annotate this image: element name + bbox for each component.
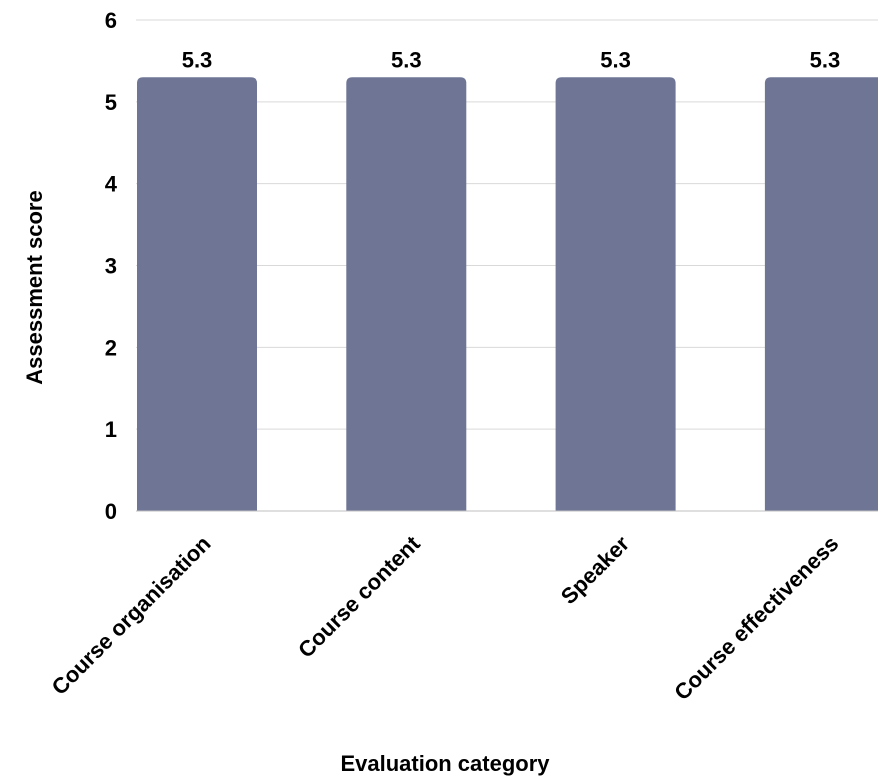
y-tick-label: 4 — [105, 172, 118, 197]
data-label: 5.3 — [391, 47, 422, 72]
x-tick-label: Course organisation — [47, 531, 216, 700]
y-axis-title: Assessment score — [22, 190, 47, 384]
data-labels: 5.3 5.3 5.3 5.3 — [182, 47, 840, 72]
y-tick-label: 0 — [105, 499, 117, 524]
gridlines — [136, 19, 878, 430]
bar — [137, 77, 257, 512]
y-tick-label: 3 — [105, 254, 117, 279]
x-tick-label: Course effectiveness — [669, 531, 843, 705]
x-tick-label: Course content — [293, 530, 425, 662]
x-tick-label: Speaker — [556, 531, 635, 610]
bar — [764, 77, 878, 511]
bar — [346, 77, 467, 512]
y-tick-label: 2 — [105, 335, 117, 360]
bar — [555, 77, 676, 512]
data-label: 5.3 — [810, 47, 841, 72]
y-axis-ticks: 0 1 2 3 4 5 6 — [105, 8, 118, 524]
x-axis-title: Evaluation category — [340, 751, 550, 776]
data-label: 5.3 — [600, 47, 631, 72]
data-label: 5.3 — [182, 47, 213, 72]
y-tick-label: 5 — [105, 90, 117, 115]
y-tick-label: 6 — [105, 8, 117, 33]
category-labels: Course organisation Course content Speaker… — [47, 530, 844, 705]
bars — [137, 77, 878, 512]
y-tick-label: 1 — [105, 417, 117, 442]
